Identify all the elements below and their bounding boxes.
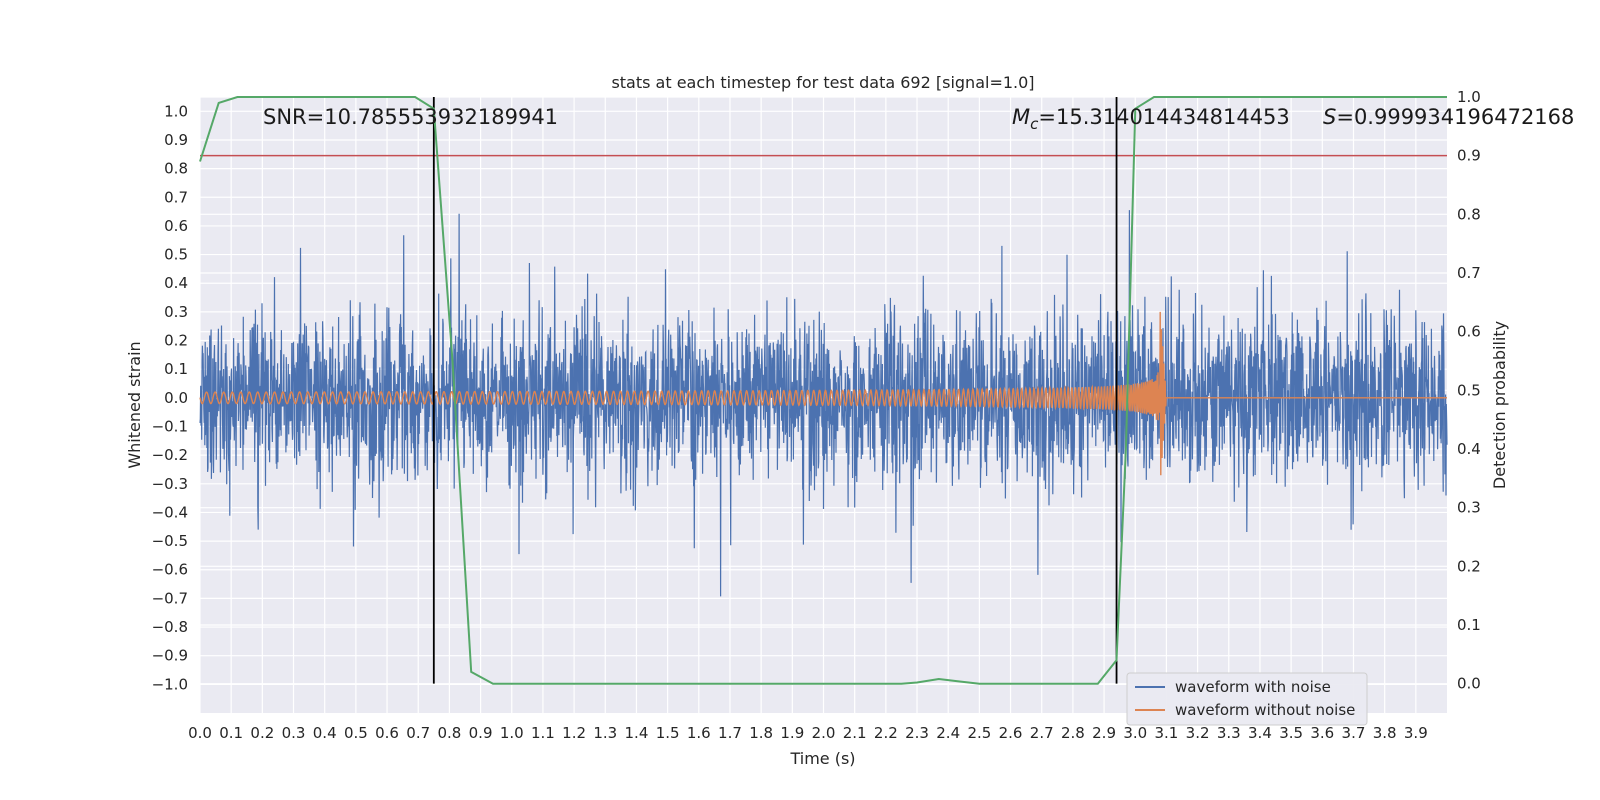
- y2-tick-label: 0.0: [1457, 675, 1481, 693]
- x-tick-label: 0.5: [344, 724, 368, 742]
- x-tick-label: 3.4: [1248, 724, 1272, 742]
- y-tick-label: 0.1: [164, 360, 188, 378]
- noise-line: [199, 210, 1448, 597]
- x-tick-label: 1.4: [625, 724, 649, 742]
- x-ticks: 0.0 0.1 0.2 0.3 0.4 0.5 0.6 0.7 0.8 0.9 1.0 1.1 1.2 1…: [188, 724, 1428, 742]
- y-ticks: 1.0 0.9 0.8 0.7 0.6 0.5 0.4 0.3 0.2 0.1 0.0 −0.1 −0.…: [152, 102, 188, 693]
- y-tick-label: 0.0: [164, 389, 188, 407]
- x-tick-label: 0.2: [250, 724, 274, 742]
- x-tick-label: 0.0: [188, 724, 212, 742]
- y-axis-label: Whitened strain: [125, 341, 144, 468]
- y-tick-label: −0.8: [152, 618, 188, 636]
- y2-tick-label: 0.9: [1457, 147, 1481, 165]
- x-axis-label: Time (s): [789, 749, 855, 768]
- mc-value: =15.314014434814453: [1038, 105, 1289, 129]
- y2-ticks: 1.0 0.9 0.8 0.7 0.6 0.5 0.4 0.3 0.2 0.1 0.0: [1457, 88, 1481, 693]
- x-tick-label: 2.3: [905, 724, 929, 742]
- x-tick-label: 2.5: [967, 724, 991, 742]
- x-tick-label: 1.3: [593, 724, 617, 742]
- legend: waveform with noise waveform without noi…: [1126, 672, 1368, 726]
- y2-tick-label: 0.3: [1457, 499, 1481, 517]
- y-tick-label: −0.7: [152, 589, 188, 607]
- y-tick-label: 0.2: [164, 332, 188, 350]
- chart-title: stats at each timestep for test data 692…: [611, 73, 1034, 92]
- y-tick-label: −0.9: [152, 647, 188, 665]
- x-tick-label: 0.7: [406, 724, 430, 742]
- y-tick-label: −1.0: [152, 675, 188, 693]
- series-detection-probability: [199, 96, 1447, 685]
- x-tick-label: 3.8: [1373, 724, 1397, 742]
- y2-tick-label: 0.1: [1457, 616, 1481, 634]
- x-tick-label: 1.0: [500, 724, 524, 742]
- x-tick-label: 2.9: [1092, 724, 1116, 742]
- y-tick-label: −0.3: [152, 475, 188, 493]
- y-tick-label: 0.5: [164, 246, 188, 264]
- x-tick-label: 0.4: [313, 724, 337, 742]
- legend-box: [1126, 672, 1368, 726]
- x-tick-label: 2.1: [843, 724, 867, 742]
- x-tick-label: 3.6: [1310, 724, 1334, 742]
- clean-line: [199, 311, 1447, 476]
- y-tick-label: −0.4: [152, 503, 188, 521]
- x-tick-label: 1.9: [780, 724, 804, 742]
- x-tick-label: 2.0: [812, 724, 836, 742]
- x-tick-label: 3.9: [1404, 724, 1428, 742]
- s-value: =0.999934196472168: [1336, 105, 1574, 129]
- mc-symbol: M: [1012, 105, 1030, 129]
- x-tick-label: 2.2: [874, 724, 898, 742]
- series-waveform-with-noise: [199, 210, 1448, 597]
- x-tick-label: 3.0: [1123, 724, 1147, 742]
- x-tick-label: 0.3: [282, 724, 306, 742]
- y2-tick-label: 0.2: [1457, 557, 1481, 575]
- x-tick-label: 3.2: [1186, 724, 1210, 742]
- mc-annotation: Mc=15.314014434814453: [1012, 105, 1290, 133]
- y-tick-label: −0.5: [152, 532, 188, 550]
- y2-tick-label: 1.0: [1457, 88, 1481, 106]
- y-tick-label: 1.0: [164, 102, 188, 120]
- y-tick-label: −0.1: [152, 417, 188, 435]
- x-tick-label: 3.1: [1154, 724, 1178, 742]
- y-tick-label: −0.2: [152, 446, 188, 464]
- x-tick-label: 0.9: [469, 724, 493, 742]
- y-tick-label: −0.6: [152, 561, 188, 579]
- s-annotation: S=0.999934196472168: [1323, 105, 1574, 129]
- x-tick-label: 3.3: [1217, 724, 1241, 742]
- x-tick-label: 1.5: [656, 724, 680, 742]
- x-tick-label: 1.8: [749, 724, 773, 742]
- x-tick-label: 0.1: [219, 724, 243, 742]
- legend-label-noise: waveform with noise: [1175, 678, 1331, 696]
- s-symbol: S: [1323, 105, 1336, 129]
- x-tick-label: 0.6: [375, 724, 399, 742]
- probability-line: [199, 96, 1447, 685]
- x-tick-label: 1.6: [687, 724, 711, 742]
- x-tick-label: 2.7: [1030, 724, 1054, 742]
- y-tick-label: 0.9: [164, 131, 188, 149]
- y-tick-label: 0.8: [164, 160, 188, 178]
- y2-axis-label: Detection probability: [1490, 321, 1509, 489]
- mc-subscript: c: [1030, 115, 1039, 133]
- y2-tick-label: 0.6: [1457, 323, 1481, 341]
- y-tick-label: 0.3: [164, 303, 188, 321]
- x-tick-label: 1.1: [531, 724, 555, 742]
- y-tick-label: 0.4: [164, 274, 188, 292]
- y2-tick-label: 0.5: [1457, 381, 1481, 399]
- y2-tick-label: 0.4: [1457, 440, 1481, 458]
- legend-label-clean: waveform without noise: [1175, 701, 1355, 719]
- x-tick-label: 1.7: [718, 724, 742, 742]
- snr-annotation: SNR=10.785553932189941: [263, 105, 558, 129]
- y-tick-label: 0.6: [164, 217, 188, 235]
- y2-tick-label: 0.8: [1457, 205, 1481, 223]
- reference-lines: [200, 97, 1447, 684]
- x-tick-label: 3.7: [1342, 724, 1366, 742]
- x-tick-label: 3.5: [1279, 724, 1303, 742]
- series-waveform-without-noise: [199, 311, 1447, 476]
- x-tick-label: 2.4: [936, 724, 960, 742]
- x-tick-label: 0.8: [437, 724, 461, 742]
- y-tick-label: 0.7: [164, 188, 188, 206]
- x-tick-label: 2.6: [999, 724, 1023, 742]
- x-tick-label: 2.8: [1061, 724, 1085, 742]
- x-tick-label: 1.2: [562, 724, 586, 742]
- y2-tick-label: 0.7: [1457, 264, 1481, 282]
